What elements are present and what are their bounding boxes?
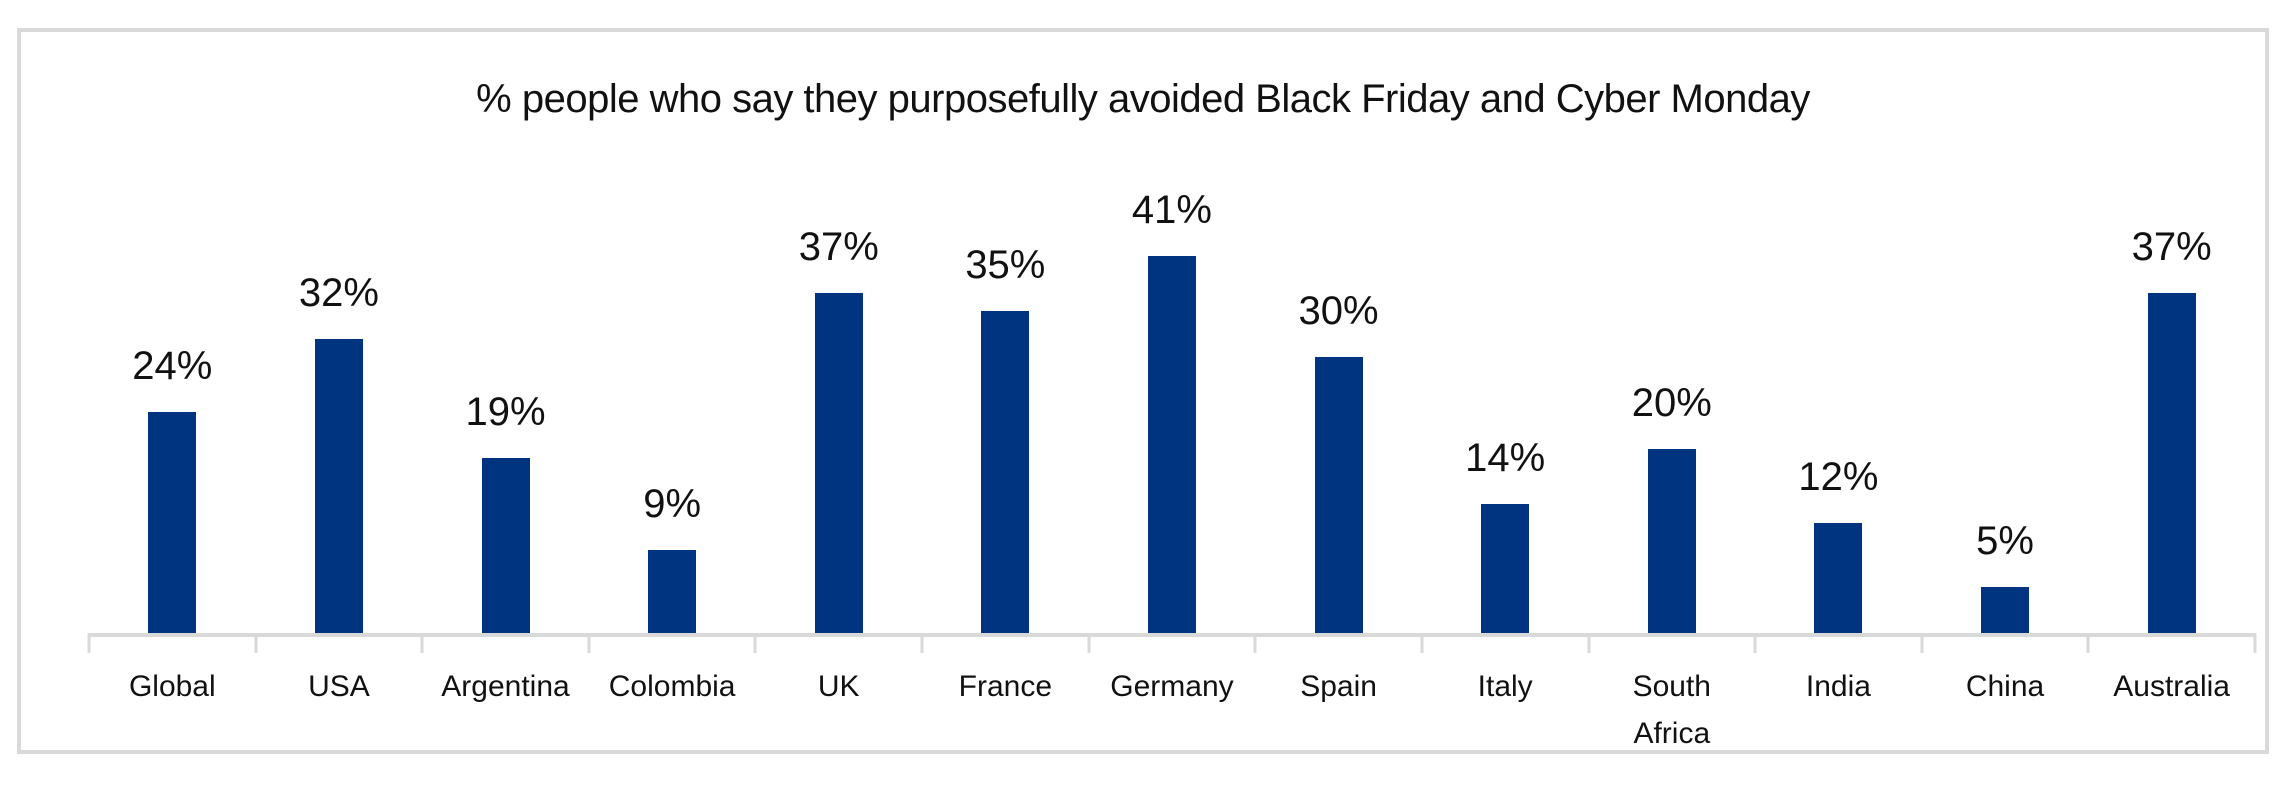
x-axis-label: France xyxy=(958,670,1053,703)
x-axis-label: UK xyxy=(817,670,860,703)
bar-india xyxy=(1814,522,1863,633)
data-label: 14% xyxy=(1465,436,1546,481)
x-axis-tick xyxy=(1753,633,1757,653)
bar-slots: 24% 32% 19% 9% 37% 35% 41% 30% 14% 20% 12% 5% 37% xyxy=(89,32,2255,633)
x-axis-tick xyxy=(753,633,757,653)
bar-uk xyxy=(814,292,863,633)
bar-slot-colombia: 9% xyxy=(589,32,756,633)
x-axis-tick xyxy=(2086,633,2090,653)
data-label: 35% xyxy=(965,243,1046,287)
bar-slot-china: 5% xyxy=(1922,32,2089,633)
x-axis-tick xyxy=(1253,633,1257,653)
x-axis-label: Italy xyxy=(1477,670,1533,703)
bar-slot-usa: 32% xyxy=(256,32,423,633)
bar-slot-germany: 41% xyxy=(1089,32,1256,633)
chart-title: % people who say they purposefully avoid… xyxy=(476,77,1810,121)
data-label: 24% xyxy=(132,344,213,389)
data-label: 20% xyxy=(1631,381,1712,425)
x-axis-tick xyxy=(420,633,424,653)
data-label: 37% xyxy=(798,224,879,269)
x-axis-label: Spain xyxy=(1300,670,1377,703)
x-axis-tick xyxy=(254,633,258,653)
x-axis-labels: Global USA Argentina Colombia UK France German… xyxy=(89,664,2255,757)
data-label: 41% xyxy=(1131,187,1212,232)
data-label: 12% xyxy=(1798,454,1879,499)
x-axis-label: Colombia xyxy=(608,670,736,703)
data-label: 32% xyxy=(298,270,379,315)
x-axis-label: Australia xyxy=(2113,670,2230,703)
data-label: 37% xyxy=(2131,224,2212,269)
bar-argentina xyxy=(481,458,530,633)
x-axis-tick xyxy=(2253,633,2257,653)
bar-slot-india: 12% xyxy=(1755,32,1922,633)
bar-slot-australia: 37% xyxy=(2088,32,2255,633)
x-axis-label: China xyxy=(1965,670,2045,703)
bar-colombia xyxy=(648,550,697,633)
bar-slot-argentina: 19% xyxy=(422,32,589,633)
data-label: 5% xyxy=(1976,519,2034,563)
bar-france xyxy=(981,311,1030,633)
bar-slot-france: 35% xyxy=(922,32,1089,633)
x-axis-ticks xyxy=(87,633,2257,653)
x-axis-label: Germany xyxy=(1110,670,1234,703)
bar-slot-global: 24% xyxy=(89,32,256,633)
x-axis-tick xyxy=(87,633,91,653)
bar-slot-uk: 37% xyxy=(755,32,922,633)
bar-slot-south-africa: 20% xyxy=(1588,32,1755,633)
x-axis-tick xyxy=(1587,633,1591,653)
data-label: 19% xyxy=(465,390,546,435)
bar-spain xyxy=(1314,357,1363,633)
x-axis-label: India xyxy=(1805,670,1871,703)
bar-germany xyxy=(1147,255,1196,633)
x-axis-label: South Africa xyxy=(1632,670,1711,750)
chart-frame: % people who say they purposefully avoid… xyxy=(17,28,2269,754)
bar-italy xyxy=(1481,504,1530,633)
x-axis-tick xyxy=(1420,633,1424,653)
x-axis-tick xyxy=(587,633,591,653)
plot-area: 24% 32% 19% 9% 37% 35% 41% 30% 14% 20% 12% 5% 37% xyxy=(89,32,2255,633)
x-axis-label: USA xyxy=(308,670,370,703)
x-axis-tick xyxy=(920,633,924,653)
x-axis-label: Global xyxy=(128,670,216,703)
bar-south-africa xyxy=(1647,449,1696,633)
data-label: 30% xyxy=(1298,289,1379,333)
bar-slot-italy: 14% xyxy=(1422,32,1589,633)
bar-slot-spain: 30% xyxy=(1255,32,1422,633)
x-axis-label: Argentina xyxy=(441,670,570,703)
x-axis-line xyxy=(89,633,2255,637)
bar-global xyxy=(148,412,197,633)
bar-china xyxy=(1981,587,2029,633)
x-axis-tick xyxy=(1087,633,1091,653)
x-axis-tick xyxy=(1920,633,1924,653)
data-label: 9% xyxy=(643,482,702,527)
bar-australia xyxy=(2147,292,2196,633)
bar-usa xyxy=(314,338,363,633)
